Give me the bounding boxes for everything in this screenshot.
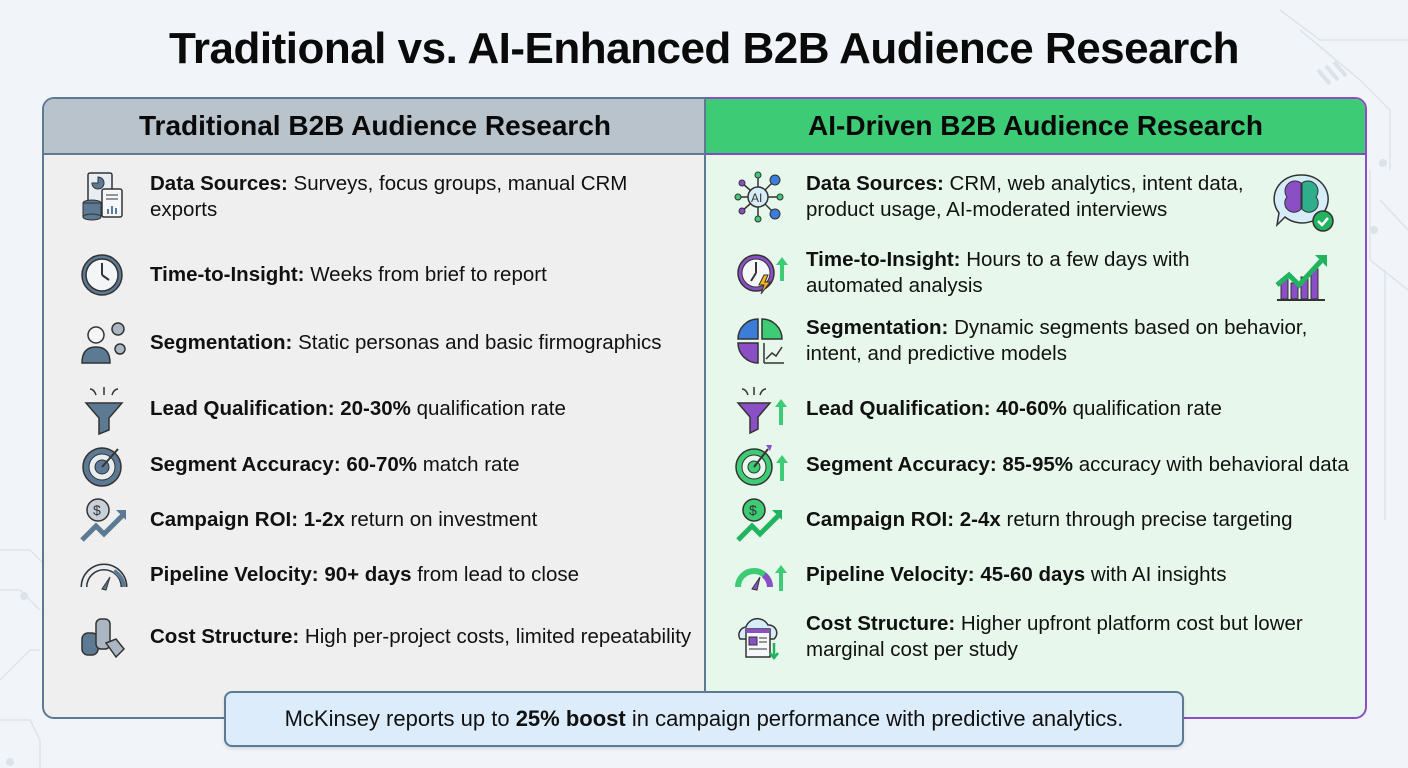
row-text: Campaign ROI: 2-4x return through precis… (806, 508, 1293, 531)
page-title: Traditional vs. AI-Enhanced B2B Audience… (168, 24, 1240, 73)
callout-text: McKinsey reports up to 25% boost in camp… (284, 706, 1124, 731)
ai-panel: AI-Driven B2B Audience Research AI Data … (704, 97, 1367, 719)
dynamic-segments-icon (734, 313, 796, 369)
row-text: Pipeline Velocity: 45-60 days with AI in… (806, 563, 1227, 586)
speedometer-icon (78, 547, 140, 603)
funnel-icon (78, 381, 140, 437)
dollar-growth-icon: $ (78, 492, 140, 548)
brain-chat-check-icon (1271, 171, 1339, 244)
traditional-row-campaign-roi: $ Campaign ROI: 1-2x return on investmen… (78, 492, 698, 548)
svg-text:$: $ (93, 502, 101, 518)
traditional-row-data-sources: Data Sources: Surveys, focus groups, man… (78, 169, 698, 225)
funnel-up-icon (734, 381, 796, 437)
ai-row-campaign-roi: $ Campaign ROI: 2-4x return through prec… (734, 492, 1364, 548)
ai-row-cost-structure: Cost Structure: Higher upfront platform … (734, 609, 1364, 665)
row-text: Campaign ROI: 1-2x return on investment (150, 508, 538, 531)
traditional-panel: Traditional B2B Audience Research Data S… (42, 97, 706, 719)
row-text: Time-to-Insight: Hours to a few days wit… (806, 248, 1190, 297)
traditional-row-lead-qualification: Lead Qualification: 20-30% qualification… (78, 381, 698, 437)
ai-header: AI-Driven B2B Audience Research (706, 99, 1365, 155)
ai-row-data-sources: AI Data Sources: CRM, web analytics, int… (734, 169, 1274, 225)
target-up-icon (734, 437, 796, 493)
row-text: Segment Accuracy: 60-70% match rate (150, 453, 520, 476)
row-text: Lead Qualification: 20-30% qualification… (150, 397, 566, 420)
ai-row-segment-accuracy: Segment Accuracy: 85-95% accuracy with b… (734, 437, 1364, 493)
row-text: Segment Accuracy: 85-95% accuracy with b… (806, 453, 1349, 476)
traditional-row-cost-structure: Cost Structure: High per-project costs, … (78, 609, 698, 665)
row-text: Segmentation: Static personas and basic … (150, 331, 662, 354)
traditional-row-time-to-insight: Time-to-Insight: Weeks from brief to rep… (78, 247, 698, 303)
ai-network-icon: AI (734, 169, 796, 225)
person-gears-icon (78, 315, 140, 371)
target-icon (78, 437, 140, 493)
row-text: Time-to-Insight: Weeks from brief to rep… (150, 263, 547, 286)
row-text: Data Sources: CRM, web analytics, intent… (806, 172, 1244, 221)
ai-row-lead-qualification: Lead Qualification: 40-60% qualification… (734, 381, 1364, 437)
traditional-row-segment-accuracy: Segment Accuracy: 60-70% match rate (78, 437, 698, 493)
coins-tag-icon (78, 609, 140, 665)
traditional-row-pipeline-velocity: Pipeline Velocity: 90+ days from lead to… (78, 547, 698, 603)
row-text: Lead Qualification: 40-60% qualification… (806, 397, 1222, 420)
cloud-report-icon (734, 609, 796, 665)
ai-row-segmentation: Segmentation: Dynamic segments based on … (734, 313, 1364, 369)
ai-row-pipeline-velocity: Pipeline Velocity: 45-60 days with AI in… (734, 547, 1364, 603)
panel-divider (704, 97, 706, 719)
dollar-growth-icon: $ (734, 492, 796, 548)
traditional-header: Traditional B2B Audience Research (44, 99, 706, 155)
clock-icon (78, 247, 140, 303)
growth-chart-icon (1271, 249, 1335, 310)
svg-text:$: $ (749, 502, 757, 518)
row-text: Cost Structure: High per-project costs, … (150, 625, 692, 648)
mckinsey-callout: McKinsey reports up to 25% boost in camp… (224, 691, 1184, 747)
data-documents-icon (78, 169, 140, 225)
speedometer-up-icon (734, 547, 796, 603)
ai-row-time-to-insight: Time-to-Insight: Hours to a few days wit… (734, 245, 1274, 301)
svg-text:AI: AI (751, 191, 762, 205)
row-text: Pipeline Velocity: 90+ days from lead to… (150, 563, 580, 586)
row-text: Segmentation: Dynamic segments based on … (806, 316, 1308, 365)
fast-clock-icon (734, 245, 796, 301)
row-text: Cost Structure: Higher upfront platform … (806, 612, 1303, 661)
callout-highlight: 25% boost (515, 706, 626, 731)
traditional-row-segmentation: Segmentation: Static personas and basic … (78, 315, 698, 371)
row-text: Data Sources: Surveys, focus groups, man… (150, 172, 628, 221)
